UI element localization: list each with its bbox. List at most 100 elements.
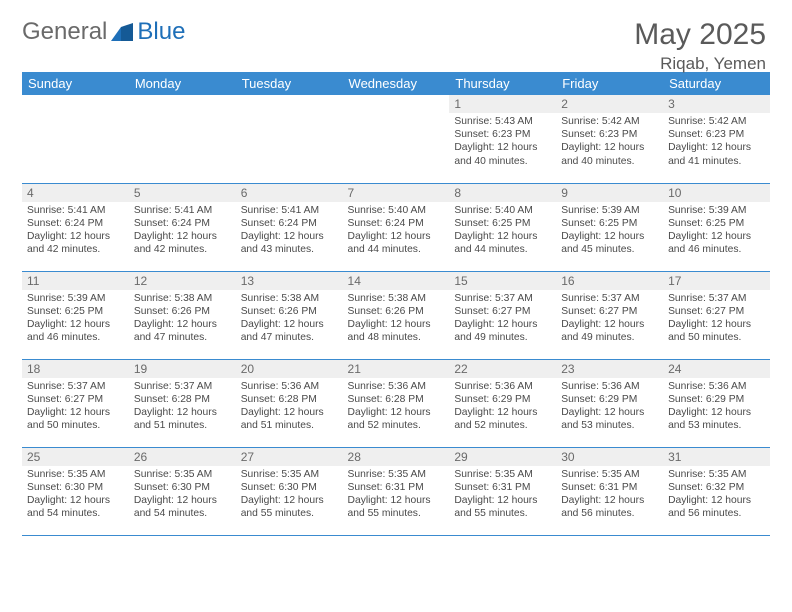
day-info: Sunrise: 5:39 AMSunset: 6:25 PMDaylight:… — [556, 202, 663, 261]
empty-cell — [343, 95, 450, 183]
day-cell: 17Sunrise: 5:37 AMSunset: 6:27 PMDayligh… — [663, 271, 770, 359]
day-number: 11 — [22, 272, 129, 290]
day-cell: 11Sunrise: 5:39 AMSunset: 6:25 PMDayligh… — [22, 271, 129, 359]
empty-cell — [129, 95, 236, 183]
day-number: 29 — [449, 448, 556, 466]
brand-icon — [111, 23, 133, 41]
title-block: May 2025 Riqab, Yemen — [634, 18, 766, 74]
day-cell: 5Sunrise: 5:41 AMSunset: 6:24 PMDaylight… — [129, 183, 236, 271]
day-info: Sunrise: 5:37 AMSunset: 6:27 PMDaylight:… — [556, 290, 663, 349]
day-number: 10 — [663, 184, 770, 202]
day-cell: 26Sunrise: 5:35 AMSunset: 6:30 PMDayligh… — [129, 447, 236, 535]
day-number: 26 — [129, 448, 236, 466]
day-info: Sunrise: 5:37 AMSunset: 6:27 PMDaylight:… — [449, 290, 556, 349]
day-header: Thursday — [449, 72, 556, 95]
day-info: Sunrise: 5:35 AMSunset: 6:31 PMDaylight:… — [449, 466, 556, 525]
day-info: Sunrise: 5:38 AMSunset: 6:26 PMDaylight:… — [129, 290, 236, 349]
day-cell: 27Sunrise: 5:35 AMSunset: 6:30 PMDayligh… — [236, 447, 343, 535]
day-info: Sunrise: 5:36 AMSunset: 6:29 PMDaylight:… — [556, 378, 663, 437]
day-info: Sunrise: 5:42 AMSunset: 6:23 PMDaylight:… — [663, 113, 770, 172]
day-cell: 28Sunrise: 5:35 AMSunset: 6:31 PMDayligh… — [343, 447, 450, 535]
day-info: Sunrise: 5:35 AMSunset: 6:31 PMDaylight:… — [343, 466, 450, 525]
day-cell: 10Sunrise: 5:39 AMSunset: 6:25 PMDayligh… — [663, 183, 770, 271]
day-cell: 31Sunrise: 5:35 AMSunset: 6:32 PMDayligh… — [663, 447, 770, 535]
day-info: Sunrise: 5:35 AMSunset: 6:31 PMDaylight:… — [556, 466, 663, 525]
day-number: 25 — [22, 448, 129, 466]
calendar-week-row: 1Sunrise: 5:43 AMSunset: 6:23 PMDaylight… — [22, 95, 770, 183]
day-number: 4 — [22, 184, 129, 202]
day-cell: 4Sunrise: 5:41 AMSunset: 6:24 PMDaylight… — [22, 183, 129, 271]
day-info: Sunrise: 5:36 AMSunset: 6:29 PMDaylight:… — [449, 378, 556, 437]
day-cell: 8Sunrise: 5:40 AMSunset: 6:25 PMDaylight… — [449, 183, 556, 271]
day-header: Monday — [129, 72, 236, 95]
day-cell: 19Sunrise: 5:37 AMSunset: 6:28 PMDayligh… — [129, 359, 236, 447]
day-number: 27 — [236, 448, 343, 466]
day-info: Sunrise: 5:35 AMSunset: 6:30 PMDaylight:… — [129, 466, 236, 525]
day-info: Sunrise: 5:37 AMSunset: 6:27 PMDaylight:… — [22, 378, 129, 437]
day-header: Wednesday — [343, 72, 450, 95]
day-cell: 20Sunrise: 5:36 AMSunset: 6:28 PMDayligh… — [236, 359, 343, 447]
calendar-week-row: 18Sunrise: 5:37 AMSunset: 6:27 PMDayligh… — [22, 359, 770, 447]
day-number: 12 — [129, 272, 236, 290]
day-header: Saturday — [663, 72, 770, 95]
day-number: 1 — [449, 95, 556, 113]
title-month: May 2025 — [634, 18, 766, 52]
calendar-header-row: SundayMondayTuesdayWednesdayThursdayFrid… — [22, 72, 770, 95]
day-info: Sunrise: 5:40 AMSunset: 6:24 PMDaylight:… — [343, 202, 450, 261]
day-number: 15 — [449, 272, 556, 290]
brand-part2: Blue — [137, 18, 185, 46]
day-info: Sunrise: 5:35 AMSunset: 6:30 PMDaylight:… — [236, 466, 343, 525]
day-cell: 30Sunrise: 5:35 AMSunset: 6:31 PMDayligh… — [556, 447, 663, 535]
day-info: Sunrise: 5:38 AMSunset: 6:26 PMDaylight:… — [236, 290, 343, 349]
day-info: Sunrise: 5:37 AMSunset: 6:28 PMDaylight:… — [129, 378, 236, 437]
day-cell: 6Sunrise: 5:41 AMSunset: 6:24 PMDaylight… — [236, 183, 343, 271]
day-info: Sunrise: 5:36 AMSunset: 6:29 PMDaylight:… — [663, 378, 770, 437]
day-number: 2 — [556, 95, 663, 113]
calendar-table: SundayMondayTuesdayWednesdayThursdayFrid… — [22, 72, 770, 536]
day-cell: 23Sunrise: 5:36 AMSunset: 6:29 PMDayligh… — [556, 359, 663, 447]
day-cell: 29Sunrise: 5:35 AMSunset: 6:31 PMDayligh… — [449, 447, 556, 535]
day-number: 3 — [663, 95, 770, 113]
day-number: 6 — [236, 184, 343, 202]
day-cell: 1Sunrise: 5:43 AMSunset: 6:23 PMDaylight… — [449, 95, 556, 183]
day-info: Sunrise: 5:39 AMSunset: 6:25 PMDaylight:… — [22, 290, 129, 349]
day-info: Sunrise: 5:36 AMSunset: 6:28 PMDaylight:… — [236, 378, 343, 437]
day-info: Sunrise: 5:42 AMSunset: 6:23 PMDaylight:… — [556, 113, 663, 172]
day-info: Sunrise: 5:36 AMSunset: 6:28 PMDaylight:… — [343, 378, 450, 437]
day-header: Tuesday — [236, 72, 343, 95]
day-cell: 13Sunrise: 5:38 AMSunset: 6:26 PMDayligh… — [236, 271, 343, 359]
day-cell: 21Sunrise: 5:36 AMSunset: 6:28 PMDayligh… — [343, 359, 450, 447]
day-number: 30 — [556, 448, 663, 466]
day-number: 9 — [556, 184, 663, 202]
empty-cell — [236, 95, 343, 183]
day-info: Sunrise: 5:40 AMSunset: 6:25 PMDaylight:… — [449, 202, 556, 261]
day-cell: 2Sunrise: 5:42 AMSunset: 6:23 PMDaylight… — [556, 95, 663, 183]
empty-cell — [22, 95, 129, 183]
calendar-week-row: 25Sunrise: 5:35 AMSunset: 6:30 PMDayligh… — [22, 447, 770, 535]
day-cell: 22Sunrise: 5:36 AMSunset: 6:29 PMDayligh… — [449, 359, 556, 447]
day-cell: 15Sunrise: 5:37 AMSunset: 6:27 PMDayligh… — [449, 271, 556, 359]
day-cell: 12Sunrise: 5:38 AMSunset: 6:26 PMDayligh… — [129, 271, 236, 359]
day-number: 5 — [129, 184, 236, 202]
day-info: Sunrise: 5:41 AMSunset: 6:24 PMDaylight:… — [22, 202, 129, 261]
day-info: Sunrise: 5:35 AMSunset: 6:30 PMDaylight:… — [22, 466, 129, 525]
day-number: 28 — [343, 448, 450, 466]
day-cell: 7Sunrise: 5:40 AMSunset: 6:24 PMDaylight… — [343, 183, 450, 271]
day-info: Sunrise: 5:35 AMSunset: 6:32 PMDaylight:… — [663, 466, 770, 525]
day-info: Sunrise: 5:43 AMSunset: 6:23 PMDaylight:… — [449, 113, 556, 172]
day-number: 8 — [449, 184, 556, 202]
day-number: 7 — [343, 184, 450, 202]
day-cell: 18Sunrise: 5:37 AMSunset: 6:27 PMDayligh… — [22, 359, 129, 447]
day-number: 21 — [343, 360, 450, 378]
title-location: Riqab, Yemen — [634, 54, 766, 74]
day-cell: 25Sunrise: 5:35 AMSunset: 6:30 PMDayligh… — [22, 447, 129, 535]
calendar-week-row: 4Sunrise: 5:41 AMSunset: 6:24 PMDaylight… — [22, 183, 770, 271]
brand-part1: General — [22, 18, 107, 46]
day-cell: 16Sunrise: 5:37 AMSunset: 6:27 PMDayligh… — [556, 271, 663, 359]
day-cell: 14Sunrise: 5:38 AMSunset: 6:26 PMDayligh… — [343, 271, 450, 359]
day-number: 13 — [236, 272, 343, 290]
calendar-body: 1Sunrise: 5:43 AMSunset: 6:23 PMDaylight… — [22, 95, 770, 535]
day-number: 24 — [663, 360, 770, 378]
day-cell: 9Sunrise: 5:39 AMSunset: 6:25 PMDaylight… — [556, 183, 663, 271]
calendar-week-row: 11Sunrise: 5:39 AMSunset: 6:25 PMDayligh… — [22, 271, 770, 359]
